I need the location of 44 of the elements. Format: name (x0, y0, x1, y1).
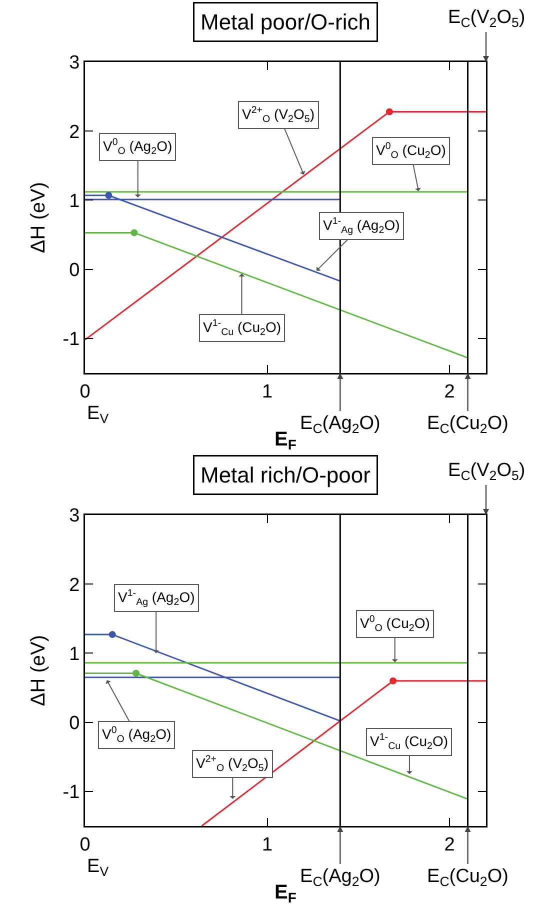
y-tick-label: 3 (69, 52, 80, 74)
x-tick-label: 1 (262, 834, 273, 856)
annotation: V$^{0}$$_{O}$ (Ag$_{2}$O) (103, 137, 172, 157)
y-tick-label: 2 (69, 122, 80, 143)
point (105, 192, 112, 199)
ref-line-label: E$_{C}$(Cu$_{2}$O) (427, 413, 508, 436)
point (386, 108, 393, 116)
ref-line-label: E$_{C}$(Cu$_{2}$O) (427, 866, 508, 889)
annotation: V$^{2+}$$_{O}$ (V$_{2}$O$_{5}$) (242, 105, 314, 125)
point (130, 229, 138, 236)
chart-title: Metal rich/O-poor (200, 462, 370, 488)
x-axis-title: E$_{F}$ (274, 428, 297, 453)
annotation: V$^{1-}$$_{Cu}$ (Cu$_{2}$O) (370, 732, 448, 752)
text: E$_{V}$ (87, 856, 109, 879)
y-tick-label: -1 (62, 782, 80, 804)
y-tick-label: 3 (69, 506, 80, 527)
y-tick-label: 1 (69, 644, 80, 665)
annotation: V$^{1-}$$_{Ag}$ (Ag$_{2}$O) (323, 216, 400, 236)
x-tick-label: 2 (444, 381, 455, 402)
y-axis-title: ΔH (eV) (28, 634, 50, 706)
text: E$_{V}$ (87, 403, 109, 426)
annotation: V$^{1-}$$_{Ag}$ (Ag$_{2}$O) (118, 588, 195, 608)
y-axis-title: ΔH (eV) (28, 182, 50, 254)
y-tick-label: 0 (69, 260, 80, 281)
ref-line-label: E$_{C}$(Ag$_{2}$O) (300, 866, 380, 889)
point (108, 631, 116, 638)
chart-title: Metal poor/O-rich (200, 10, 370, 34)
annotation: V$^{0}$$_{O}$ (Cu$_{2}$O) (360, 614, 430, 634)
y-tick-label: -1 (62, 329, 80, 350)
x-axis-title: E$_{F}$ (274, 882, 297, 906)
point (390, 677, 397, 684)
x-tick-label: 1 (262, 381, 273, 402)
point (132, 670, 140, 677)
ref-line-label: E$_{C}$(Ag$_{2}$O) (300, 413, 380, 436)
annotation: V$^{0}$$_{O}$ (Cu$_{2}$O) (376, 141, 446, 161)
x-tick-label: 2 (444, 834, 455, 856)
text: E$_{C}$(V$_{2}$O$_{5}$) (448, 460, 526, 483)
annotation: V$^{1-}$$_{Cu}$ (Cu$_{2}$O) (203, 318, 282, 338)
annotation: V$^{0}$$_{O}$ (Ag$_{2}$O) (102, 725, 172, 745)
y-tick-label: 2 (69, 574, 80, 596)
y-tick-label: 0 (69, 712, 80, 734)
y-tick-label: 1 (69, 190, 80, 212)
text: E$_{C}$(V$_{2}$O$_{5}$) (448, 7, 526, 30)
annotation: V$^{2+}$$_{O}$ (V$_{2}$O$_{5}$) (196, 754, 268, 774)
